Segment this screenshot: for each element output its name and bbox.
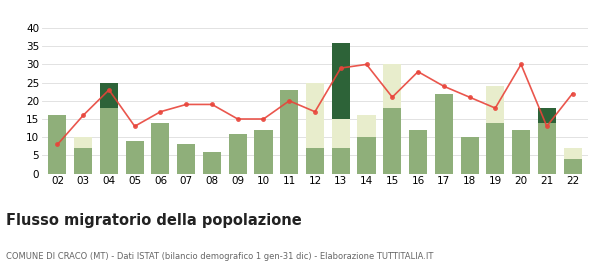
Bar bbox=[74, 137, 92, 148]
Bar bbox=[563, 148, 581, 159]
Bar bbox=[151, 123, 169, 174]
Bar bbox=[100, 83, 118, 108]
Bar bbox=[435, 94, 453, 174]
Bar bbox=[332, 119, 350, 148]
Bar bbox=[358, 137, 376, 174]
Bar bbox=[177, 144, 195, 174]
Bar bbox=[512, 130, 530, 174]
Bar bbox=[332, 148, 350, 174]
Bar bbox=[332, 43, 350, 119]
Bar bbox=[383, 64, 401, 108]
Bar bbox=[203, 152, 221, 174]
Bar bbox=[461, 137, 479, 174]
Bar bbox=[280, 90, 298, 174]
Text: Flusso migratorio della popolazione: Flusso migratorio della popolazione bbox=[6, 213, 302, 228]
Bar bbox=[383, 108, 401, 174]
Bar bbox=[100, 108, 118, 174]
Bar bbox=[49, 115, 67, 174]
Bar bbox=[486, 123, 504, 174]
Bar bbox=[409, 130, 427, 174]
Bar bbox=[563, 159, 581, 174]
Bar bbox=[74, 148, 92, 174]
Bar bbox=[486, 86, 504, 123]
Bar bbox=[538, 123, 556, 174]
Bar bbox=[254, 130, 272, 174]
Bar bbox=[306, 83, 324, 148]
Bar bbox=[306, 148, 324, 174]
Bar bbox=[538, 108, 556, 123]
Bar bbox=[358, 115, 376, 137]
Text: COMUNE DI CRACO (MT) - Dati ISTAT (bilancio demografico 1 gen-31 dic) - Elaboraz: COMUNE DI CRACO (MT) - Dati ISTAT (bilan… bbox=[6, 252, 433, 261]
Bar bbox=[126, 141, 144, 174]
Bar bbox=[229, 134, 247, 174]
